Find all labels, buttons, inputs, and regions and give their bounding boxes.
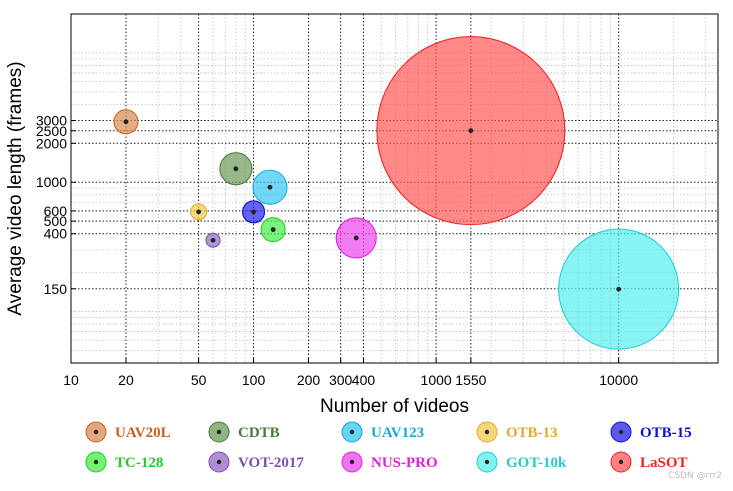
bubble-outline bbox=[558, 228, 680, 350]
legend-label: TC-128 bbox=[115, 455, 163, 471]
bubble-center-dot bbox=[267, 184, 273, 190]
legend-label: UAV20L bbox=[115, 425, 171, 441]
legend-item-lasot: LaSOT bbox=[610, 451, 688, 473]
y-tick-label: 2000 bbox=[36, 135, 67, 151]
y-tick-label: 400 bbox=[44, 226, 68, 242]
x-tick-label: 1000 bbox=[421, 372, 452, 388]
bubble-center-dot bbox=[233, 166, 239, 172]
bubble-outline bbox=[190, 203, 208, 221]
bubble-outline bbox=[260, 217, 286, 243]
x-tick-label: 50 bbox=[191, 372, 207, 388]
plot-frame bbox=[70, 13, 719, 364]
legend-marker-dot bbox=[618, 429, 624, 435]
legend-label: GOT-10k bbox=[506, 455, 567, 471]
y-tick-label: 3000 bbox=[36, 113, 67, 129]
x-tick-label: 200 bbox=[297, 372, 321, 388]
x-tick-label: 20 bbox=[118, 372, 134, 388]
y-tick-label: 500 bbox=[44, 213, 68, 229]
legend-label: VOT-2017 bbox=[238, 455, 304, 471]
x-tick-label: 10 bbox=[63, 372, 79, 388]
legend-marker-dot bbox=[349, 459, 355, 465]
legend-marker-dot bbox=[484, 429, 490, 435]
legend-item-vot-2017: VOT-2017 bbox=[208, 451, 304, 473]
x-tick-label: 100 bbox=[242, 372, 266, 388]
bubble-uav20l bbox=[113, 109, 139, 135]
legend-marker-dot bbox=[349, 429, 355, 435]
x-tick-label: 300 bbox=[329, 372, 353, 388]
ticks: 10 20 50 100 200 300 400 1000 1550 10000150400500… bbox=[36, 113, 639, 388]
bubbles bbox=[113, 36, 680, 350]
legend-label: UAV123 bbox=[371, 425, 424, 441]
legend-item-uav20l: UAV20L bbox=[85, 421, 171, 443]
legend-marker-dot bbox=[216, 459, 222, 465]
bubble-outline bbox=[242, 200, 266, 224]
legend-marker-dot bbox=[484, 459, 490, 465]
y-tick-label: 2500 bbox=[36, 123, 67, 139]
bubble-outline bbox=[219, 152, 253, 186]
bubble-nus-pro bbox=[335, 217, 377, 259]
legend-label: OTB-15 bbox=[640, 425, 692, 441]
legend-marker-dot bbox=[93, 429, 99, 435]
legend-label: CDTB bbox=[238, 425, 280, 441]
legend-item-otb-13: OTB-13 bbox=[476, 421, 558, 443]
x-tick-label: 400 bbox=[352, 372, 376, 388]
x-tick-label: 10000 bbox=[599, 372, 638, 388]
y-tick-label: 1000 bbox=[36, 174, 67, 190]
bubble-otb-13 bbox=[190, 203, 208, 221]
bubble-center-dot bbox=[210, 237, 216, 243]
bubble-outline bbox=[252, 169, 288, 205]
bubble-outline bbox=[205, 232, 221, 248]
x-axis-label: Number of videos bbox=[320, 396, 469, 417]
legend-item-uav123: UAV123 bbox=[341, 421, 424, 443]
legend-item-cdtb: CDTB bbox=[208, 421, 280, 443]
bubble-tc-128 bbox=[260, 217, 286, 243]
bubble-center-dot bbox=[251, 209, 256, 215]
legend-label: NUS-PRO bbox=[371, 455, 438, 471]
legend-item-otb-15: OTB-15 bbox=[610, 421, 692, 443]
legend: UAV20L CDTB UAV123 OTB-13 OTB-15 TC-128 VOT-20… bbox=[85, 421, 692, 473]
bubble-uav123 bbox=[252, 169, 288, 205]
legend-item-tc-128: TC-128 bbox=[85, 451, 163, 473]
y-tick-label: 600 bbox=[44, 203, 68, 219]
bubble-center-dot bbox=[468, 128, 474, 134]
bubble-center-dot bbox=[123, 119, 129, 125]
legend-label: LaSOT bbox=[640, 455, 688, 471]
bubble-center-dot bbox=[353, 235, 359, 241]
legend-label: OTB-13 bbox=[506, 425, 558, 441]
bubble-center-dot bbox=[270, 227, 276, 233]
bubble-cdtb bbox=[219, 152, 253, 186]
bubble-lasot bbox=[376, 36, 566, 226]
bubble-center-dot bbox=[196, 209, 202, 215]
bubble-outline bbox=[376, 36, 566, 226]
bubble-outline bbox=[113, 109, 139, 135]
bubble-center-dot bbox=[616, 286, 622, 292]
legend-marker-dot bbox=[93, 459, 99, 465]
bubble-got-10k bbox=[558, 228, 680, 350]
legend-item-got-10k: GOT-10k bbox=[476, 451, 567, 473]
y-axis-label: Average video length (frames) bbox=[5, 61, 26, 315]
bubble-outline bbox=[335, 217, 377, 259]
legend-marker-dot bbox=[618, 459, 624, 465]
legend-marker-dot bbox=[216, 429, 222, 435]
watermark: CSDN @rrr2 bbox=[668, 471, 722, 481]
bubble-vot-2017 bbox=[205, 232, 221, 248]
y-tick-label: 150 bbox=[44, 281, 68, 297]
x-tick-label: 1550 bbox=[455, 372, 486, 388]
bubble-otb-15 bbox=[242, 200, 266, 224]
legend-item-nus-pro: NUS-PRO bbox=[341, 451, 438, 473]
